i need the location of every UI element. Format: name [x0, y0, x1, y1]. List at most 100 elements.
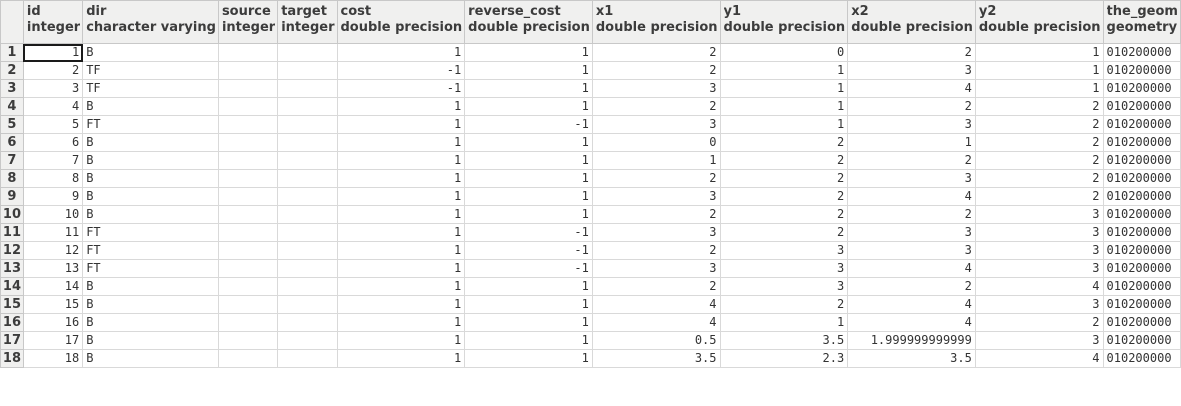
cell-x1[interactable]: 3 [591, 187, 721, 206]
cell-the-geom[interactable]: 010200000 [1102, 97, 1181, 116]
cell-the-geom[interactable]: 010200000 [1102, 241, 1181, 260]
cell-target[interactable] [277, 205, 338, 224]
cell-dir[interactable]: B [82, 205, 219, 224]
cell-y2[interactable]: 2 [974, 169, 1104, 188]
cell-x2[interactable]: 4 [847, 295, 976, 314]
cell-y1[interactable]: 3 [719, 241, 849, 260]
cell-target[interactable] [277, 295, 338, 314]
cell-source[interactable] [217, 97, 279, 116]
cell-reverse-cost[interactable]: 1 [464, 187, 593, 206]
cell-dir[interactable]: FT [82, 115, 219, 134]
cell-cost[interactable]: 1 [336, 349, 466, 368]
cell-cost[interactable]: 1 [336, 313, 466, 332]
cell-reverse-cost[interactable]: -1 [464, 223, 593, 242]
cell-the-geom[interactable]: 010200000 [1102, 277, 1181, 296]
cell-target[interactable] [277, 277, 338, 296]
cell-y2[interactable]: 3 [974, 331, 1104, 350]
cell-the-geom[interactable]: 010200000 [1102, 61, 1181, 80]
cell-dir[interactable]: B [82, 331, 219, 350]
column-header-x2[interactable]: x2 double precision [847, 0, 976, 44]
cell-id[interactable]: 11 [22, 223, 84, 242]
cell-target[interactable] [277, 223, 338, 242]
row-number[interactable]: 16 [0, 313, 24, 332]
column-header-source[interactable]: source integer [217, 0, 279, 44]
cell-x1[interactable]: 0 [591, 133, 721, 152]
cell-source[interactable] [217, 43, 279, 62]
cell-x1[interactable]: 3 [591, 115, 721, 134]
cell-y1[interactable]: 3 [719, 277, 849, 296]
cell-the-geom[interactable]: 010200000 [1102, 133, 1181, 152]
cell-y1[interactable]: 0 [719, 43, 849, 62]
cell-x1[interactable]: 3 [591, 79, 721, 98]
cell-reverse-cost[interactable]: 1 [464, 295, 593, 314]
cell-x2[interactable]: 3.5 [847, 349, 976, 368]
cell-cost[interactable]: 1 [336, 133, 466, 152]
row-number[interactable]: 12 [0, 241, 24, 260]
row-number[interactable]: 4 [0, 97, 24, 116]
cell-y1[interactable]: 1 [719, 313, 849, 332]
cell-dir[interactable]: B [82, 43, 219, 62]
column-header-the-geom[interactable]: the_geom geometry [1102, 0, 1181, 44]
cell-dir[interactable]: B [82, 97, 219, 116]
cell-the-geom[interactable]: 010200000 [1102, 313, 1181, 332]
cell-y1[interactable]: 2 [719, 133, 849, 152]
cell-cost[interactable]: 1 [336, 43, 466, 62]
row-number[interactable]: 6 [0, 133, 24, 152]
cell-target[interactable] [277, 241, 338, 260]
row-number[interactable]: 10 [0, 205, 24, 224]
cell-x1[interactable]: 2 [591, 43, 721, 62]
cell-dir[interactable]: FT [82, 223, 219, 242]
cell-y2[interactable]: 4 [974, 349, 1104, 368]
cell-y2[interactable]: 3 [974, 223, 1104, 242]
cell-id[interactable]: 1 [22, 43, 84, 62]
cell-x1[interactable]: 3.5 [591, 349, 721, 368]
cell-the-geom[interactable]: 010200000 [1102, 295, 1181, 314]
cell-y2[interactable]: 4 [974, 277, 1104, 296]
cell-reverse-cost[interactable]: 1 [464, 277, 593, 296]
cell-source[interactable] [217, 277, 279, 296]
cell-target[interactable] [277, 151, 338, 170]
cell-reverse-cost[interactable]: 1 [464, 331, 593, 350]
cell-x1[interactable]: 2 [591, 61, 721, 80]
cell-dir[interactable]: B [82, 295, 219, 314]
cell-y1[interactable]: 2 [719, 151, 849, 170]
cell-y1[interactable]: 2 [719, 295, 849, 314]
cell-x2[interactable]: 3 [847, 115, 976, 134]
cell-target[interactable] [277, 61, 338, 80]
cell-x2[interactable]: 3 [847, 241, 976, 260]
column-header-target[interactable]: target integer [277, 0, 338, 44]
cell-dir[interactable]: TF [82, 79, 219, 98]
row-number[interactable]: 2 [0, 61, 24, 80]
cell-source[interactable] [217, 223, 279, 242]
cell-y1[interactable]: 1 [719, 97, 849, 116]
cell-id[interactable]: 16 [22, 313, 84, 332]
cell-cost[interactable]: 1 [336, 223, 466, 242]
row-number[interactable]: 15 [0, 295, 24, 314]
cell-reverse-cost[interactable]: -1 [464, 115, 593, 134]
cell-target[interactable] [277, 313, 338, 332]
cell-dir[interactable]: B [82, 169, 219, 188]
cell-the-geom[interactable]: 010200000 [1102, 205, 1181, 224]
cell-the-geom[interactable]: 010200000 [1102, 223, 1181, 242]
cell-y1[interactable]: 2 [719, 187, 849, 206]
cell-source[interactable] [217, 79, 279, 98]
cell-the-geom[interactable]: 010200000 [1102, 349, 1181, 368]
cell-y2[interactable]: 1 [974, 43, 1104, 62]
cell-reverse-cost[interactable]: 1 [464, 169, 593, 188]
cell-cost[interactable]: 1 [336, 115, 466, 134]
cell-x2[interactable]: 2 [847, 205, 976, 224]
row-number[interactable]: 8 [0, 169, 24, 188]
cell-y1[interactable]: 3.5 [719, 331, 849, 350]
cell-target[interactable] [277, 133, 338, 152]
cell-y2[interactable]: 2 [974, 187, 1104, 206]
cell-source[interactable] [217, 115, 279, 134]
cell-id[interactable]: 7 [22, 151, 84, 170]
cell-cost[interactable]: 1 [336, 277, 466, 296]
row-number[interactable]: 3 [0, 79, 24, 98]
cell-x2[interactable]: 1 [847, 133, 976, 152]
cell-y2[interactable]: 2 [974, 133, 1104, 152]
row-number[interactable]: 13 [0, 259, 24, 278]
cell-the-geom[interactable]: 010200000 [1102, 259, 1181, 278]
cell-x1[interactable]: 0.5 [591, 331, 721, 350]
cell-x2[interactable]: 2 [847, 97, 976, 116]
